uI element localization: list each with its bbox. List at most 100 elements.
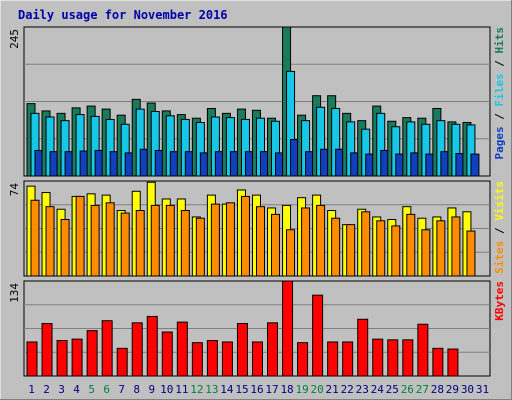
x-tick-label: 6 bbox=[103, 383, 110, 396]
legend-pages: Pages bbox=[493, 126, 506, 159]
bar-kbytes-day-28 bbox=[432, 347, 444, 377]
x-tick-label: 11 bbox=[175, 383, 188, 396]
bar-sites-day-22 bbox=[346, 224, 356, 277]
bar-kbytes-day-20 bbox=[312, 294, 324, 377]
bar-kbytes-day-9 bbox=[146, 315, 158, 377]
bar-sites-day-6 bbox=[105, 202, 115, 277]
panel-kbytes: 134 KBytes bbox=[8, 280, 506, 377]
legend-separator: / bbox=[493, 107, 506, 127]
x-tick-label: 20 bbox=[311, 383, 324, 396]
x-tick-label: 12 bbox=[190, 383, 203, 396]
panel-legend: Pages / Files / Hits bbox=[493, 27, 506, 160]
bar-kbytes-day-18 bbox=[282, 280, 294, 377]
x-tick-label: 24 bbox=[371, 383, 385, 396]
bar-sites-day-15 bbox=[240, 195, 250, 277]
bar-kbytes-day-8 bbox=[131, 322, 143, 377]
x-tick-label: 15 bbox=[235, 383, 248, 396]
bar-kbytes-day-16 bbox=[251, 341, 263, 377]
bar-sites-day-17 bbox=[271, 213, 281, 277]
bar-kbytes-day-21 bbox=[327, 341, 339, 377]
x-tick-label: 27 bbox=[416, 383, 429, 396]
chart-title: Daily usage for November 2016 bbox=[18, 8, 228, 22]
x-tick-label: 19 bbox=[295, 383, 308, 396]
bar-sites-day-5 bbox=[90, 204, 100, 277]
panel-visits-sites: 74 Sites / Visits bbox=[8, 180, 506, 277]
x-tick-label: 7 bbox=[118, 383, 125, 396]
bar-kbytes-day-24 bbox=[372, 338, 384, 377]
panel-max-label: 74 bbox=[8, 183, 21, 197]
bar-kbytes-day-2 bbox=[41, 323, 53, 377]
x-tick-label: 21 bbox=[326, 383, 339, 396]
panel-legend: KBytes bbox=[493, 281, 506, 321]
bar-kbytes-day-11 bbox=[176, 321, 188, 377]
legend-kbytes: KBytes bbox=[493, 281, 506, 321]
panel-max-label: 134 bbox=[8, 283, 21, 303]
bar-kbytes-day-15 bbox=[236, 323, 248, 377]
panel-max-label: 245 bbox=[8, 29, 21, 49]
bar-sites-day-20 bbox=[316, 204, 326, 277]
bar-kbytes-day-29 bbox=[447, 348, 459, 377]
x-tick-label: 28 bbox=[431, 383, 444, 396]
bar-sites-day-10 bbox=[165, 204, 175, 277]
x-tick-label: 23 bbox=[356, 383, 369, 396]
x-tick-label: 10 bbox=[160, 383, 173, 396]
bar-sites-day-2 bbox=[45, 206, 55, 277]
bar-kbytes-day-1 bbox=[26, 341, 38, 377]
legend-separator: / bbox=[493, 54, 506, 74]
bar-sites-day-8 bbox=[135, 210, 145, 277]
legend-files: Files bbox=[493, 73, 506, 106]
bar-kbytes-day-27 bbox=[417, 323, 429, 377]
bar-sites-day-28 bbox=[436, 220, 446, 277]
x-tick-label: 22 bbox=[341, 383, 354, 396]
legend-separator: / bbox=[493, 221, 506, 241]
x-tick-label: 26 bbox=[401, 383, 414, 396]
x-tick-label: 2 bbox=[43, 383, 50, 396]
chart-panels: 245 Pages / Files / Hits 74 Sites / Visits 1… bbox=[8, 26, 506, 377]
bar-sites-day-26 bbox=[406, 213, 416, 277]
bar-sites-day-21 bbox=[331, 217, 341, 277]
bar-kbytes-day-13 bbox=[206, 340, 218, 377]
bar-kbytes-day-3 bbox=[56, 340, 68, 377]
x-tick-label: 9 bbox=[148, 383, 155, 396]
bar-sites-day-25 bbox=[391, 225, 401, 277]
bar-sites-day-1 bbox=[30, 199, 40, 277]
bar-sites-day-4 bbox=[75, 195, 85, 277]
x-tick-label: 4 bbox=[73, 383, 80, 396]
bar-kbytes-day-12 bbox=[191, 342, 203, 377]
bar-sites-day-16 bbox=[255, 206, 265, 277]
bar-sites-day-27 bbox=[421, 229, 431, 277]
bar-sites-day-11 bbox=[180, 210, 190, 277]
x-tick-label: 29 bbox=[446, 383, 459, 396]
bar-kbytes-day-19 bbox=[297, 342, 309, 377]
legend-hits: Hits bbox=[493, 27, 506, 54]
x-tick-label: 14 bbox=[220, 383, 234, 396]
bar-sites-day-19 bbox=[301, 207, 311, 277]
bar-sites-day-23 bbox=[361, 211, 371, 277]
x-tick-label: 13 bbox=[205, 383, 218, 396]
x-tick-label: 18 bbox=[280, 383, 293, 396]
bar-kbytes-day-26 bbox=[402, 339, 414, 377]
bar-kbytes-day-23 bbox=[357, 318, 369, 377]
x-tick-label: 5 bbox=[88, 383, 95, 396]
x-tick-label: 8 bbox=[133, 383, 140, 396]
bar-pages-day-30 bbox=[470, 153, 480, 177]
panel-legend: Sites / Visits bbox=[493, 181, 506, 274]
bar-kbytes-day-17 bbox=[267, 322, 279, 377]
bar-kbytes-day-5 bbox=[86, 330, 98, 377]
bar-sites-day-13 bbox=[210, 203, 220, 277]
bar-sites-day-3 bbox=[60, 219, 70, 277]
bar-kbytes-day-6 bbox=[101, 320, 113, 377]
bar-kbytes-day-10 bbox=[161, 331, 173, 377]
bar-kbytes-day-22 bbox=[342, 341, 354, 377]
svg-text:Sites / Visits: Sites / Visits bbox=[493, 181, 506, 274]
svg-text:KBytes: KBytes bbox=[493, 281, 506, 321]
bar-sites-day-18 bbox=[286, 229, 296, 277]
x-tick-label: 3 bbox=[58, 383, 65, 396]
bar-sites-day-14 bbox=[225, 202, 235, 277]
svg-text:Pages / Files / Hits: Pages / Files / Hits bbox=[493, 27, 506, 160]
x-axis-labels: 1 2 3 4 5 6 7 8 9 10 11 12 13 14 15 16 17 18 19 20 21 22 23 24 2… bbox=[28, 383, 489, 396]
x-tick-label: 30 bbox=[461, 383, 474, 396]
bar-kbytes-day-25 bbox=[387, 339, 399, 377]
x-tick-label: 16 bbox=[250, 383, 263, 396]
bar-sites-day-30 bbox=[466, 230, 476, 277]
